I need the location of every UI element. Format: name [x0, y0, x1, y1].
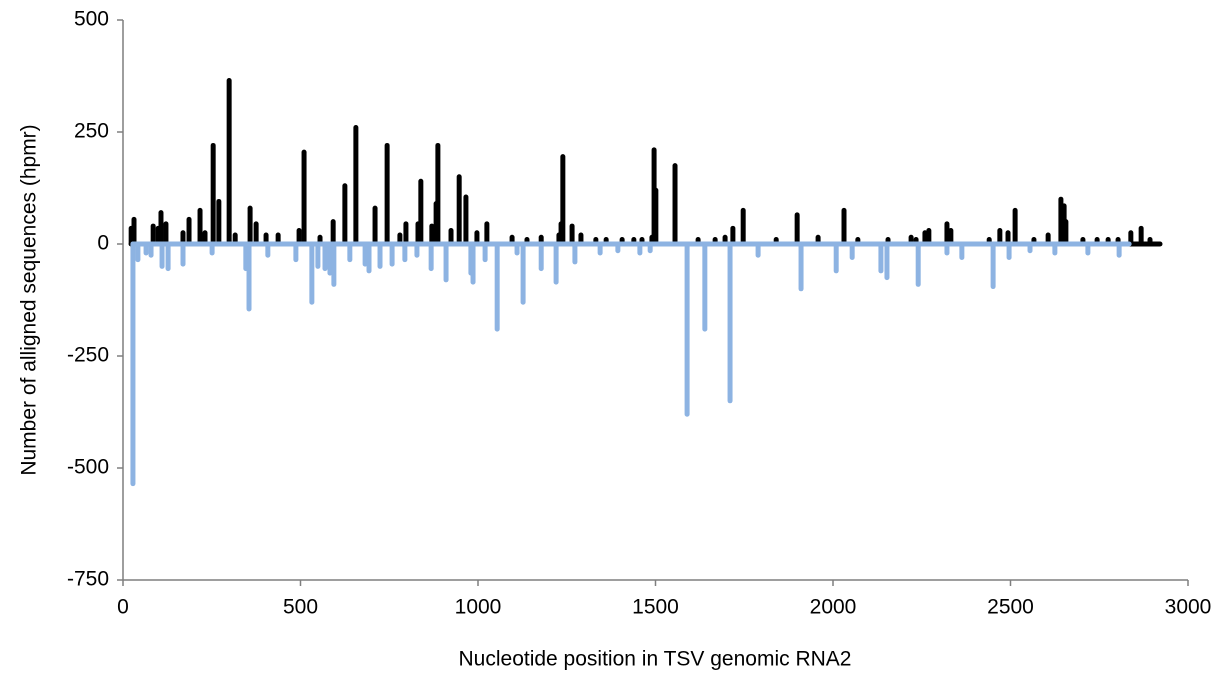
- y-axis-title: Number of alligned sequences (hpmr): [18, 124, 41, 475]
- x-tick-label: 3000: [1165, 596, 1212, 619]
- x-axis-title: Nucleotide position in TSV genomic RNA2: [459, 648, 852, 671]
- x-tick-label: 2000: [810, 596, 857, 619]
- x-tick-label: 2500: [987, 596, 1034, 619]
- y-tick-label: -500: [67, 456, 109, 479]
- x-tick-label: 1500: [632, 596, 679, 619]
- y-tick-label: -250: [67, 344, 109, 367]
- y-tick-label: -750: [67, 568, 109, 591]
- y-tick-label: 500: [74, 8, 109, 31]
- y-tick-label: 250: [74, 120, 109, 143]
- y-tick-label: 0: [97, 232, 109, 255]
- x-tick-label: 1000: [455, 596, 502, 619]
- x-tick-label: 0: [117, 596, 129, 619]
- x-tick-label: 500: [283, 596, 318, 619]
